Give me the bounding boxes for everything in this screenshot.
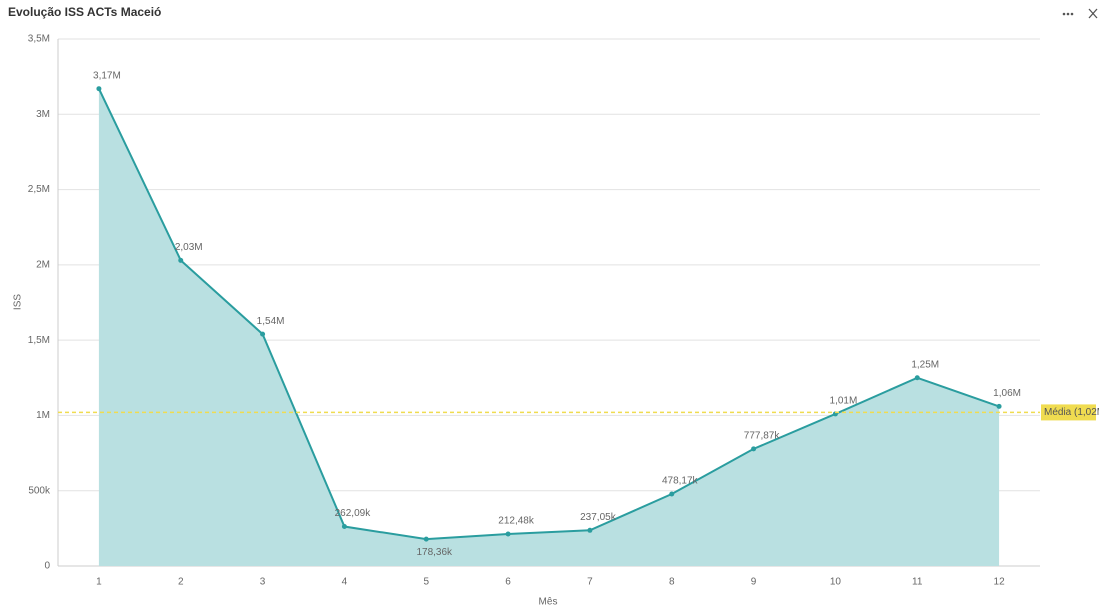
- y-tick-label: 2,5M: [28, 184, 50, 195]
- y-tick-label: 1M: [36, 410, 50, 421]
- data-label: 262,09k: [335, 508, 372, 519]
- x-tick-label: 1: [96, 577, 102, 588]
- point: [423, 536, 429, 542]
- data-label: 212,48k: [498, 516, 535, 527]
- x-tick-label: 5: [423, 577, 429, 588]
- data-label: 777,87k: [744, 431, 781, 442]
- data-label: 1,25M: [911, 359, 939, 370]
- x-tick-label: 7: [587, 577, 593, 588]
- y-tick-label: 500k: [28, 485, 51, 496]
- y-axis-label: ISS: [13, 294, 24, 310]
- y-tick-label: 1,5M: [28, 335, 50, 346]
- x-tick-label: 11: [912, 577, 923, 588]
- x-tick-label: 2: [178, 577, 184, 588]
- x-tick-label: 3: [260, 577, 266, 588]
- data-label: 237,05k: [580, 512, 617, 523]
- line: [98, 88, 1000, 541]
- data-label: 2,03M: [175, 242, 203, 253]
- x-tick-label: 10: [830, 577, 842, 588]
- close-icon[interactable]: [1088, 8, 1098, 19]
- x-tick-label: 8: [669, 577, 675, 588]
- point: [505, 531, 511, 537]
- chart-title: Evolução ISS ACTs Maceió: [8, 5, 161, 19]
- y-tick-label: 2M: [36, 259, 50, 270]
- point: [587, 527, 593, 533]
- point: [178, 257, 184, 263]
- point: [751, 446, 757, 452]
- point: [260, 331, 266, 337]
- point: [914, 375, 920, 381]
- x-axis-label: Mês: [539, 597, 558, 608]
- area: [98, 88, 1000, 566]
- point: [669, 491, 675, 497]
- y-tick-label: 3,5M: [28, 34, 50, 45]
- point: [341, 524, 347, 530]
- y-tick-label: 0: [44, 561, 50, 572]
- reference-label-bg: [1041, 404, 1096, 421]
- data-label: 3,17M: [93, 70, 121, 81]
- point: [96, 86, 102, 92]
- data-label: 1,01M: [830, 396, 858, 407]
- data-label: 1,54M: [257, 316, 285, 327]
- point: [996, 403, 1002, 409]
- y-tick-label: 3M: [36, 109, 50, 120]
- menu-icon[interactable]: [1062, 12, 1074, 16]
- x-tick-label: 6: [505, 577, 511, 588]
- data-label: 178,36k: [416, 547, 453, 558]
- x-tick-label: 4: [342, 577, 348, 588]
- reference-label: Média (1,02M): [1044, 407, 1099, 418]
- x-tick-label: 12: [994, 577, 1006, 588]
- data-label: 1,06M: [993, 388, 1021, 399]
- data-label: 478,17k: [662, 476, 699, 487]
- x-tick-label: 9: [751, 577, 757, 588]
